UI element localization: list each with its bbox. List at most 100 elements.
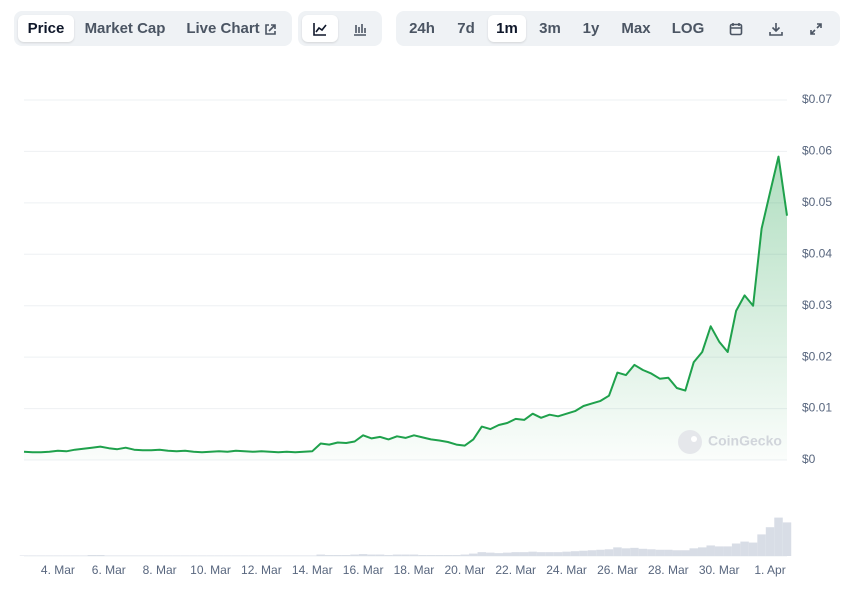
range-button[interactable]: 1y bbox=[582, 20, 600, 37]
volume-bar bbox=[714, 546, 724, 556]
volume-bar bbox=[409, 554, 419, 556]
volume-bar bbox=[706, 545, 715, 556]
x-tick-label: 30. Mar bbox=[699, 563, 740, 577]
volume-bar bbox=[587, 550, 597, 556]
x-tick-label: 18. Mar bbox=[394, 563, 435, 577]
volume-bar bbox=[350, 554, 359, 556]
area bbox=[24, 156, 787, 460]
volume-bar bbox=[384, 555, 393, 556]
download-button[interactable] bbox=[758, 15, 794, 42]
y-tick-label: $0.05 bbox=[802, 195, 832, 209]
volume-bar bbox=[519, 552, 529, 556]
volume-bar bbox=[621, 548, 631, 556]
x-tick-label: 6. Mar bbox=[92, 563, 126, 577]
volume-bar bbox=[477, 552, 487, 556]
volume-bar bbox=[401, 554, 410, 556]
volume-bar bbox=[655, 549, 665, 556]
volume-bar bbox=[536, 552, 546, 556]
market-cap-button[interactable]: Market Cap bbox=[84, 20, 166, 37]
x-tick-label: 1. Apr bbox=[754, 563, 785, 577]
range-button[interactable]: 24h bbox=[409, 20, 435, 37]
external-icon bbox=[265, 24, 276, 35]
volume-bar bbox=[579, 550, 588, 556]
volume-bar bbox=[664, 549, 673, 556]
y-tick-label: $0 bbox=[802, 452, 816, 466]
volume-bar bbox=[596, 549, 605, 556]
volume-bar bbox=[545, 552, 554, 556]
price-line bbox=[23, 155, 788, 454]
volume-bar bbox=[562, 551, 571, 556]
volume-bar bbox=[435, 555, 444, 556]
y-tick-label: $0.06 bbox=[802, 144, 832, 158]
y-tick-label: $0.01 bbox=[802, 401, 832, 415]
volume-bar bbox=[87, 555, 97, 556]
volume-bar bbox=[570, 551, 580, 556]
range-button[interactable]: Max bbox=[621, 20, 651, 37]
x-tick-label: 8. Mar bbox=[143, 563, 177, 577]
volume-bar bbox=[316, 554, 325, 556]
x-tick-label: 16. Mar bbox=[343, 563, 384, 577]
range-button[interactable]: 1m bbox=[488, 15, 526, 42]
volume-bar bbox=[748, 542, 758, 556]
volume-bar bbox=[757, 534, 766, 556]
volume-bar bbox=[765, 527, 775, 556]
volume-bar bbox=[426, 555, 436, 556]
calendar-button[interactable] bbox=[718, 15, 754, 42]
volume-bar bbox=[418, 555, 427, 556]
line-chart-button[interactable] bbox=[302, 15, 338, 42]
volume-bar bbox=[528, 551, 537, 556]
x-tick-label: 22. Mar bbox=[495, 563, 536, 577]
volume-bar bbox=[358, 554, 368, 556]
x-tick-label: 28. Mar bbox=[648, 563, 689, 577]
volume-bar bbox=[502, 552, 512, 556]
log-button[interactable]: LOG bbox=[671, 20, 705, 37]
x-tick-label: 26. Mar bbox=[597, 563, 638, 577]
volume-bar bbox=[553, 552, 563, 556]
price-button[interactable]: Price bbox=[18, 15, 74, 42]
volume-bar bbox=[613, 547, 622, 556]
y-tick-label: $0.07 bbox=[802, 92, 832, 106]
volume-bar bbox=[452, 555, 461, 556]
x-tick-label: 10. Mar bbox=[190, 563, 231, 577]
volume-bar bbox=[723, 546, 732, 556]
x-tick-label: 12. Mar bbox=[241, 563, 282, 577]
watermark: CoinGecko bbox=[678, 430, 782, 454]
volume-bar bbox=[324, 555, 334, 556]
range-button[interactable]: 3m bbox=[539, 20, 561, 37]
volume-bar bbox=[604, 549, 614, 556]
volume-bar bbox=[341, 555, 351, 556]
volume-bar bbox=[486, 552, 495, 556]
x-tick-label: 24. Mar bbox=[546, 563, 587, 577]
volume-bar bbox=[672, 550, 682, 556]
chart-type-group bbox=[298, 11, 382, 46]
volume-bar bbox=[494, 553, 503, 556]
volume-bar bbox=[647, 549, 656, 556]
range-group: 24h 7d 1m 3m 1y Max LOG bbox=[396, 11, 840, 46]
view-group: Price Market Cap Live Chart bbox=[14, 11, 292, 46]
x-tick-label: 20. Mar bbox=[445, 563, 486, 577]
volume-bar bbox=[697, 547, 707, 556]
volume-bar bbox=[96, 555, 105, 556]
x-tick-label: 4. Mar bbox=[41, 563, 75, 577]
y-tick-label: $0.02 bbox=[802, 349, 832, 363]
volume-bar bbox=[681, 550, 690, 556]
candle-chart-button[interactable] bbox=[342, 15, 378, 42]
volume-bar bbox=[630, 547, 639, 556]
volume-bar bbox=[689, 548, 698, 556]
volume-bar bbox=[375, 554, 385, 556]
range-button[interactable]: 7d bbox=[457, 20, 475, 37]
live-chart-button[interactable]: Live Chart bbox=[186, 20, 260, 37]
volume-bar bbox=[731, 543, 741, 556]
y-tick-label: $0.03 bbox=[802, 298, 832, 312]
volume-bar bbox=[511, 552, 520, 556]
volume-bar bbox=[469, 553, 478, 556]
volume-bar bbox=[782, 522, 792, 556]
volume-bar bbox=[367, 554, 376, 556]
fullscreen-button[interactable] bbox=[798, 15, 834, 42]
x-tick-label: 14. Mar bbox=[292, 563, 333, 577]
watermark-text: CoinGecko bbox=[708, 433, 782, 449]
y-tick-label: $0.04 bbox=[802, 246, 832, 260]
volume-bar bbox=[774, 517, 783, 556]
volume-bar bbox=[443, 555, 453, 556]
